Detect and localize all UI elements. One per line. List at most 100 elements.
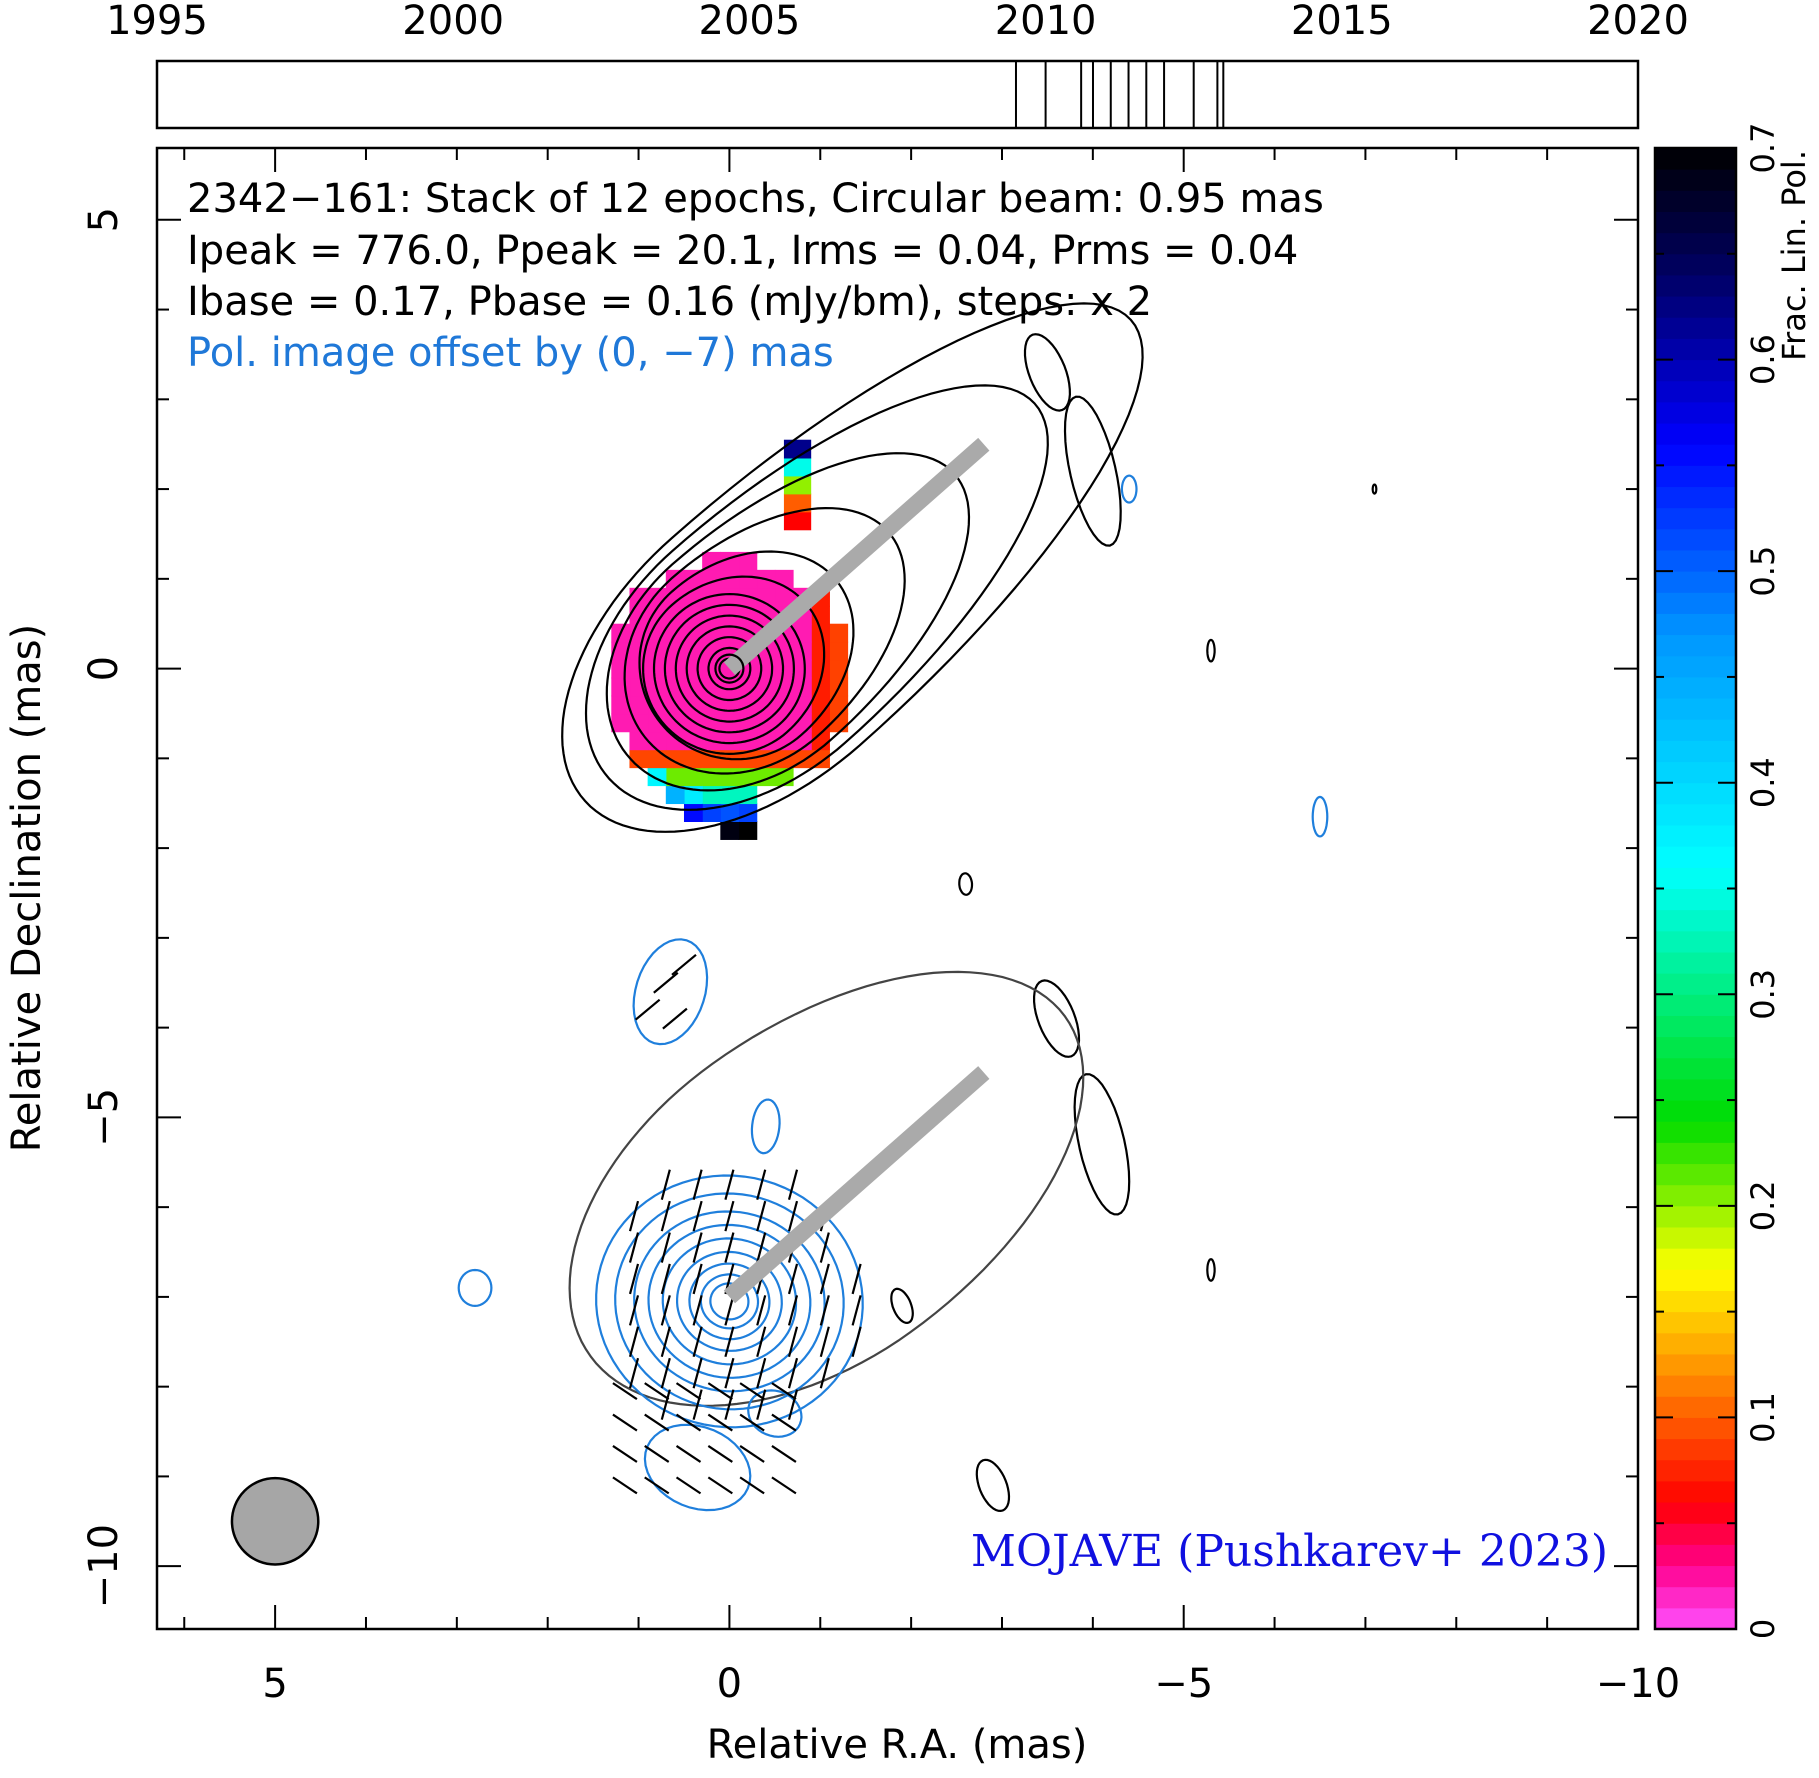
- colorbar-step: [1655, 1078, 1736, 1101]
- evpa-tick: [819, 1357, 830, 1389]
- evpa-tick: [675, 1413, 702, 1432]
- evpa-tick: [628, 1263, 640, 1295]
- evpa-tick: [653, 971, 679, 994]
- epoch-timeline: 1995 2000 2005 2010 2015 2020: [106, 0, 1689, 130]
- colorbar-ticks: 0 0.1 0.2 0.3 0.4 0.5 0.6 0.7: [1655, 123, 1782, 1639]
- y-tick-label: −5: [81, 1088, 127, 1147]
- intensity-contour: [1033, 979, 1081, 1058]
- x-tick-label: −5: [1154, 1661, 1213, 1707]
- colorbar-step: [1655, 1057, 1736, 1080]
- colorbar-step: [1655, 803, 1736, 826]
- intensity-contour: [1063, 395, 1122, 547]
- polarization-pixel: [783, 457, 812, 477]
- polarization-pixel: [629, 731, 649, 751]
- colorbar-step: [1655, 1544, 1736, 1567]
- evpa-tick: [787, 1357, 799, 1389]
- intensity-contour: [718, 657, 741, 680]
- colorbar-gradient: [1655, 148, 1736, 1629]
- polarization-contour: [661, 1237, 798, 1366]
- jet-ridge-line: [723, 1066, 990, 1304]
- evpa-tick: [756, 1357, 767, 1389]
- polarization-pixel: [665, 569, 685, 589]
- polarization-pixel: [811, 749, 830, 769]
- evpa-tick: [628, 1200, 640, 1232]
- intensity-contour: [641, 575, 826, 756]
- evpa-tick: [771, 1445, 797, 1463]
- polarization-pixel: [738, 569, 758, 589]
- colorbar-step: [1655, 1480, 1736, 1503]
- evpa-tick: [724, 1357, 735, 1389]
- polarization-pixel: [647, 767, 667, 787]
- colorbar-tick-label: 0: [1744, 1619, 1782, 1639]
- polarization-pixel: [720, 569, 740, 589]
- evpa-tick: [675, 1382, 702, 1401]
- polarization-contour: [709, 1282, 750, 1321]
- polarization-contour: [688, 1262, 771, 1341]
- evpa-tick: [662, 1007, 688, 1030]
- map-panel: 5 0 −5 −10 5 0 −5 −10: [81, 146, 1680, 1707]
- evpa-tick: [634, 998, 661, 1021]
- timeline-year-label: 2015: [1291, 0, 1393, 44]
- evpa-tick: [707, 1382, 733, 1401]
- colorbar-step: [1655, 1311, 1736, 1334]
- polarization-pixel: [793, 713, 812, 733]
- polarization-pixel: [683, 767, 703, 787]
- evpa-tick: [644, 1476, 670, 1495]
- polarization-pixel: [720, 587, 740, 607]
- colorbar-step: [1655, 719, 1736, 741]
- polarization-pixel: [829, 641, 849, 661]
- intensity-contour: [652, 592, 806, 745]
- evpa-tick: [628, 1295, 640, 1326]
- evpa-tick: [612, 1476, 638, 1495]
- evpa-tick: [660, 1200, 671, 1232]
- evpa-tick: [660, 1295, 671, 1326]
- axis-ticks: [157, 148, 1639, 1629]
- intensity-contour: [605, 452, 971, 792]
- evpa-tick: [819, 1295, 830, 1326]
- polarization-pixel: [611, 677, 631, 697]
- colorbar-step: [1655, 1332, 1736, 1355]
- evpa-tick: [787, 1389, 799, 1420]
- timeline-year-label: 1995: [106, 0, 208, 44]
- colorbar-step: [1655, 1248, 1736, 1270]
- evpa-tick: [724, 1169, 735, 1200]
- colorbar-step: [1655, 528, 1736, 551]
- colorbar-step: [1655, 507, 1736, 530]
- polarization-pixel: [783, 493, 812, 513]
- evpa-tick: [628, 1357, 640, 1389]
- timeline-year-label: 2010: [995, 0, 1097, 44]
- polarization-pixel: [756, 695, 776, 715]
- evpa-tick: [675, 1445, 702, 1463]
- polarization-pixel: [720, 821, 740, 840]
- polarization-pixel: [665, 785, 685, 805]
- colorbar-step: [1655, 1459, 1736, 1482]
- core-marker: [714, 653, 745, 684]
- colorbar-tick-label: 0.5: [1744, 546, 1782, 597]
- polarization-contour: [676, 1250, 783, 1352]
- polarization-pixel: [683, 803, 703, 823]
- evpa-tick: [692, 1263, 703, 1295]
- polarization-pixel: [629, 695, 649, 715]
- evpa-tick: [724, 1389, 735, 1420]
- intensity-contour: [584, 384, 1049, 811]
- colorbar-step: [1655, 1227, 1736, 1249]
- evpa-tick: [660, 1263, 671, 1295]
- polarization-contour: [643, 1423, 752, 1512]
- evpa-tick: [660, 1389, 671, 1420]
- y-tick-labels: 5 0 −5 −10: [81, 207, 127, 1608]
- polarization-pixel: [738, 821, 758, 840]
- polarization-pixel: [720, 767, 740, 787]
- timeline-year-labels: 1995 2000 2005 2010 2015 2020: [106, 0, 1689, 44]
- polarization-pixel: [647, 659, 667, 679]
- polarization-pixel: [702, 551, 721, 571]
- polarization-pixel: [720, 713, 740, 733]
- polarization-pixel: [629, 587, 649, 607]
- evpa-tick: [724, 1326, 735, 1358]
- evpa-tick: [692, 1232, 703, 1263]
- colorbar-step: [1655, 571, 1736, 593]
- evpa-tick: [851, 1295, 862, 1326]
- credit-label: MOJAVE (Pushkarev+ 2023): [971, 1526, 1608, 1577]
- colorbar-step: [1655, 973, 1736, 995]
- evpa-tick: [644, 1413, 670, 1432]
- polarization-pixel: [738, 551, 758, 571]
